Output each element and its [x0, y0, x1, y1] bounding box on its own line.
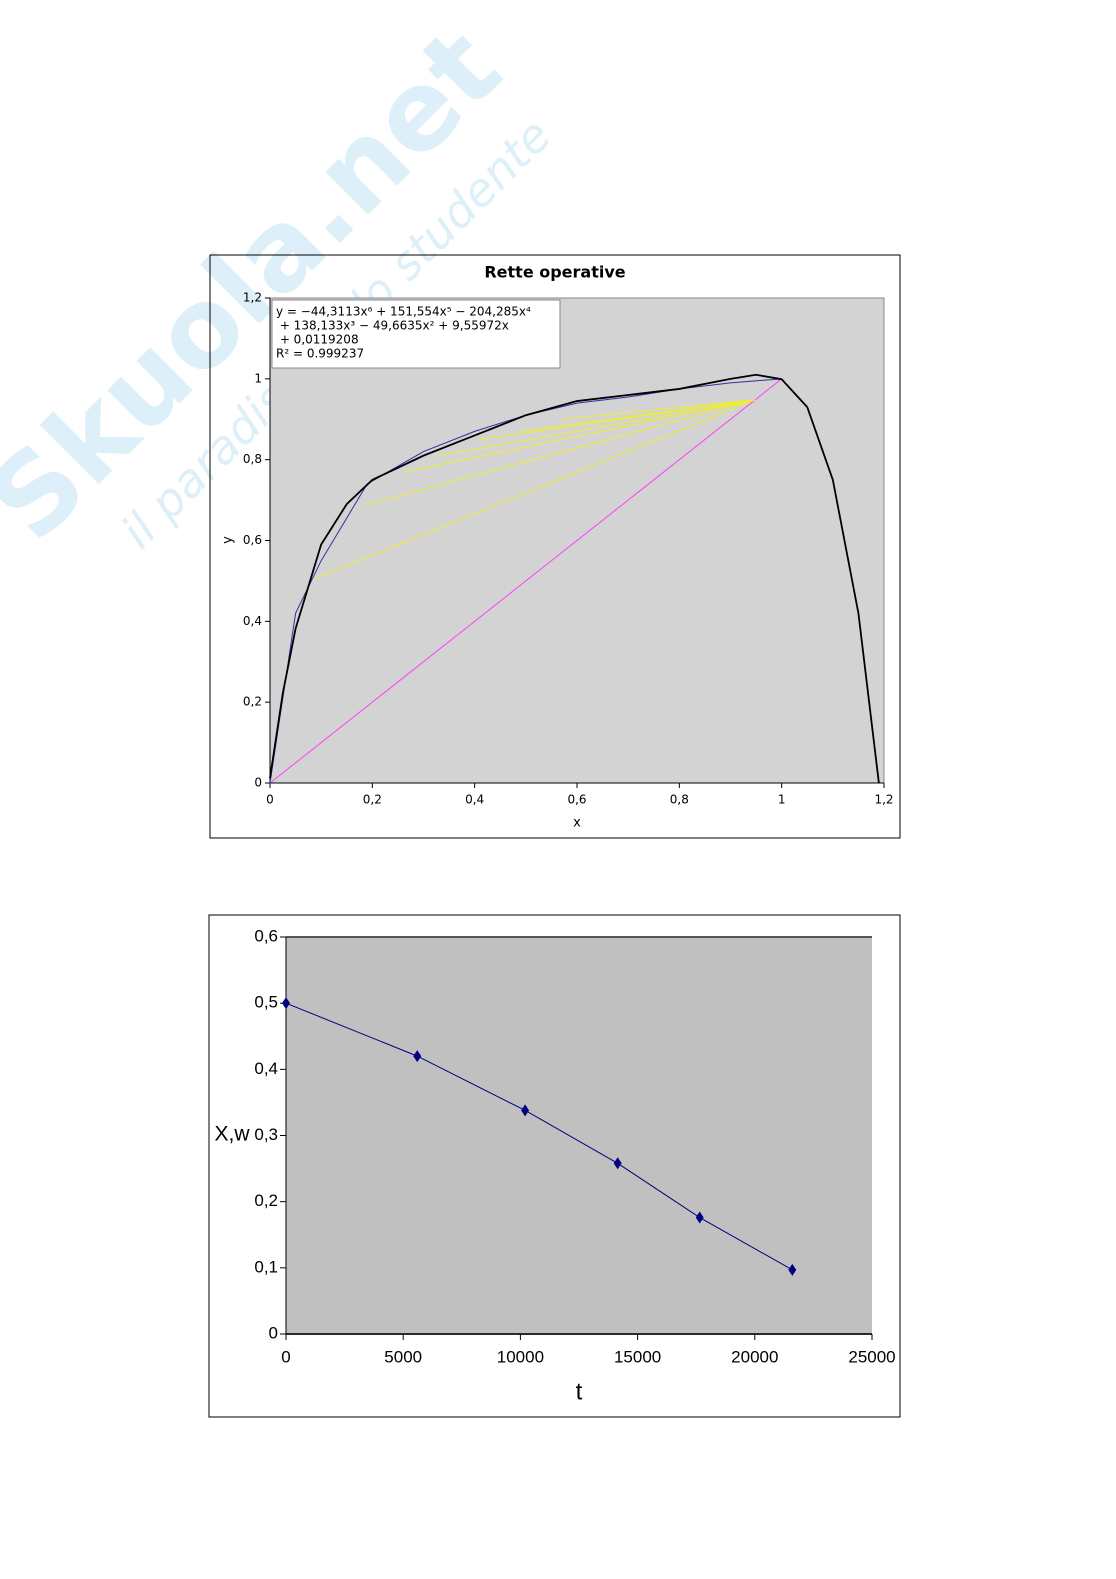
point-marker: [695, 1211, 704, 1224]
series-line: [269, 373, 880, 784]
chart-title: Rette operative: [484, 263, 625, 282]
y-axis-label: X,w: [214, 1123, 250, 1146]
series-line: [315, 399, 756, 579]
x-tick-label: 1,2: [874, 793, 893, 807]
x-tick-label: 1: [778, 793, 786, 807]
point-marker: [613, 1157, 622, 1170]
y-tick-label: 1: [254, 371, 262, 385]
y-tick-label: 0,4: [254, 1059, 278, 1078]
equation-line: + 0,0119208: [276, 333, 359, 347]
chart-frame: [209, 254, 901, 839]
x-tick-label: 0,4: [465, 793, 484, 807]
x-axis-label: x: [573, 816, 581, 831]
y-tick-label: 0,2: [243, 695, 262, 709]
y-axis-label: y: [221, 536, 236, 544]
x-tick-label: 0,6: [567, 793, 586, 807]
x-axis-label: t: [576, 1378, 583, 1405]
chart-operating-lines: Rette operative x y 0 0,2 0,4 0,6 0,8 1 1,2 0 0,…: [209, 254, 901, 839]
x-tick-label: 25000: [848, 1347, 895, 1366]
point-marker: [282, 997, 290, 1010]
series-line: [285, 1002, 793, 1271]
y-tick-label: 0,2: [254, 1191, 278, 1210]
chart-frame: [208, 914, 901, 1418]
x-tick-label: 20000: [731, 1347, 778, 1366]
y-tick-label: 0,3: [254, 1125, 278, 1144]
y-tick-label: 0,4: [243, 614, 262, 628]
chart-conversion: t X,w 0 0,1 0,2 0,3 0,4 0,5 0,6 0 5000 10000 15000…: [208, 914, 901, 1418]
x-tick-label: 0,2: [363, 793, 382, 807]
y-tick-label: 0: [254, 776, 262, 790]
point-marker: [521, 1104, 530, 1117]
point-marker: [413, 1050, 422, 1063]
y-tick-label: 0,6: [243, 533, 262, 547]
x-tick-label: 0: [281, 1347, 290, 1366]
x-tick-label: 5000: [384, 1347, 422, 1366]
x-tick-label: 0: [266, 793, 274, 807]
y-tick-label: 0,6: [254, 926, 278, 945]
x-tick-label: 10000: [497, 1347, 544, 1366]
equation-line: R² = 0.999237: [276, 347, 364, 361]
y-tick-label: 0,8: [243, 452, 262, 466]
series-line: [269, 378, 782, 784]
y-tick-label: 0: [269, 1323, 278, 1342]
y-tick-label: 0,5: [254, 993, 278, 1012]
equation-box: [271, 299, 561, 369]
y-tick-label: 1,2: [243, 291, 262, 305]
plot-area: [286, 937, 872, 1334]
point-marker: [788, 1263, 797, 1276]
equation-line: y = −44,3113x⁶ + 151,554x⁵ − 204,285x⁴: [276, 305, 531, 319]
x-tick-label: 15000: [614, 1347, 661, 1366]
equation-line: + 138,133x³ − 49,6635x² + 9,55972x: [276, 319, 509, 333]
x-tick-label: 0,8: [670, 793, 689, 807]
y-tick-label: 0,1: [254, 1257, 278, 1276]
